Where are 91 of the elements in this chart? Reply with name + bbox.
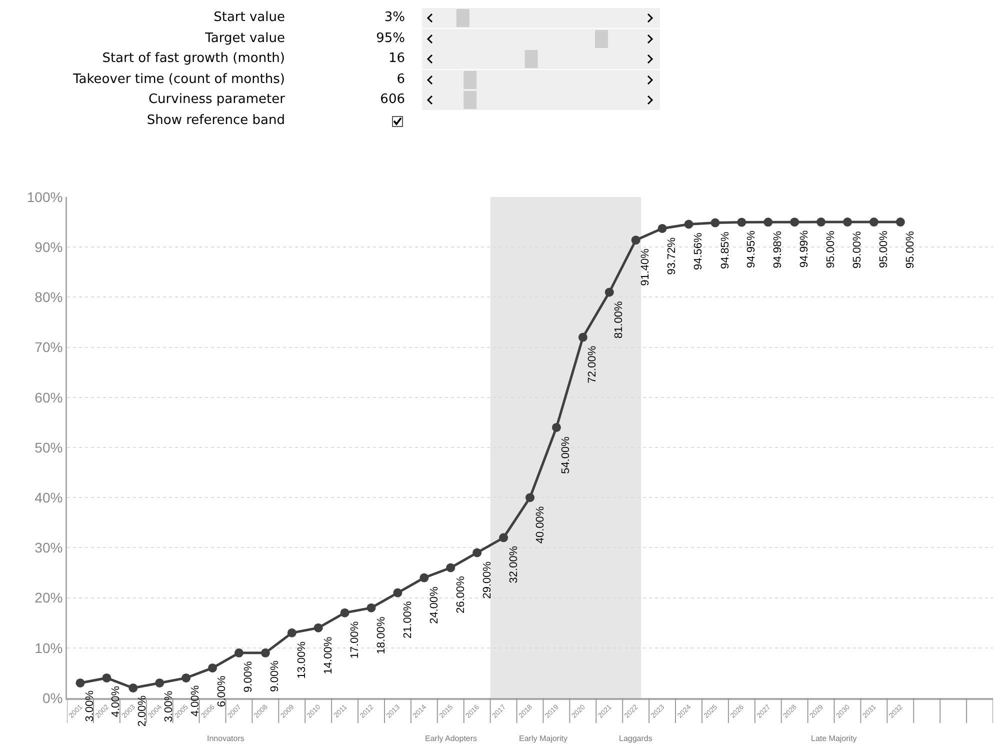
text: Innovators [207, 734, 244, 743]
data-label: 14.00% [322, 636, 334, 674]
point [499, 533, 508, 542]
point [658, 224, 667, 233]
point [631, 236, 640, 245]
text: 6 [396, 70, 405, 88]
data-label: 95.00% [878, 230, 890, 268]
data-label: 24.00% [428, 586, 440, 624]
text: Early Majority [519, 734, 568, 743]
y-tick-label: 80% [34, 289, 63, 306]
point [710, 218, 720, 228]
data-label: 54.00% [560, 436, 572, 474]
data-label: 2.00% [136, 695, 149, 727]
text: 606 [379, 91, 405, 109]
point [816, 218, 826, 227]
point [896, 218, 905, 227]
y-tick-label: 90% [34, 239, 63, 255]
point [446, 563, 456, 572]
data-label: 21.00% [402, 600, 414, 638]
point [128, 683, 138, 692]
point [260, 648, 270, 658]
data-label: 94.56% [692, 232, 704, 270]
point [393, 588, 402, 598]
data-label: 26.00% [454, 576, 467, 614]
point [737, 218, 746, 227]
data-label: 17.00% [348, 621, 361, 659]
data-label: 94.95% [745, 230, 758, 268]
point [552, 422, 561, 432]
data-label: 18.00% [375, 616, 388, 654]
data-label: 9.00% [242, 660, 255, 692]
point [526, 493, 534, 502]
text: 16 [387, 50, 405, 68]
point [155, 678, 164, 688]
point [366, 603, 376, 612]
point [287, 628, 296, 638]
y-tick-label: 100% [26, 188, 63, 205]
point [234, 648, 244, 658]
data-label: 13.00% [296, 641, 308, 679]
y-tick-label: 60% [34, 389, 63, 406]
y-tick-label: 70% [34, 339, 63, 356]
text: Target value [205, 30, 285, 48]
point [420, 573, 429, 582]
point [604, 288, 614, 297]
y-tick-label: 40% [34, 490, 63, 506]
data-label: 29.00% [481, 561, 494, 599]
text: Takeover time (count of months) [72, 70, 285, 88]
y-tick-label: 50% [34, 439, 63, 456]
data-label: 9.00% [269, 660, 282, 692]
text: Early Adopters [425, 734, 478, 743]
data-label: 95.00% [824, 230, 837, 268]
data-label: 72.00% [586, 346, 599, 384]
point [764, 218, 773, 227]
data-label: 3.00% [84, 690, 96, 722]
data-label: 94.85% [719, 231, 732, 269]
data-label: 93.72% [666, 237, 678, 275]
point [76, 678, 85, 688]
y-tick-label: 30% [34, 540, 63, 556]
point [869, 218, 878, 227]
text: Laggards [619, 734, 652, 743]
point [182, 673, 191, 682]
text: Start value [214, 9, 285, 27]
point [684, 220, 694, 229]
data-label: 81.00% [613, 301, 626, 339]
text: Curviness parameter [148, 91, 285, 109]
point [102, 673, 112, 682]
data-label: 4.00% [110, 686, 122, 718]
point [340, 608, 350, 618]
data-label: 32.00% [508, 546, 520, 584]
y-tick-label: 10% [34, 640, 63, 656]
data-label: 91.40% [640, 248, 652, 286]
y-tick-label: 20% [34, 590, 63, 606]
text: 3% [383, 9, 405, 27]
point [578, 332, 588, 342]
text: Late Majority [811, 734, 857, 743]
data-label: 4.00% [190, 685, 202, 717]
data-label: 95.00% [851, 231, 864, 269]
text: Start of fast growth (month) [102, 50, 285, 68]
data-label: 40.00% [534, 506, 546, 544]
data-label: 94.99% [798, 230, 810, 268]
data-label: 6.00% [216, 676, 228, 707]
data-label: 3.00% [163, 690, 176, 722]
data-label: 94.98% [772, 230, 784, 268]
point [790, 218, 800, 227]
text: Show reference band [146, 112, 285, 130]
point [842, 218, 852, 227]
y-tick-label: 0% [42, 690, 63, 706]
point [314, 623, 323, 632]
point [472, 548, 482, 558]
point [208, 663, 218, 672]
text: 95% [375, 30, 405, 48]
data-label: 95.00% [904, 230, 916, 268]
